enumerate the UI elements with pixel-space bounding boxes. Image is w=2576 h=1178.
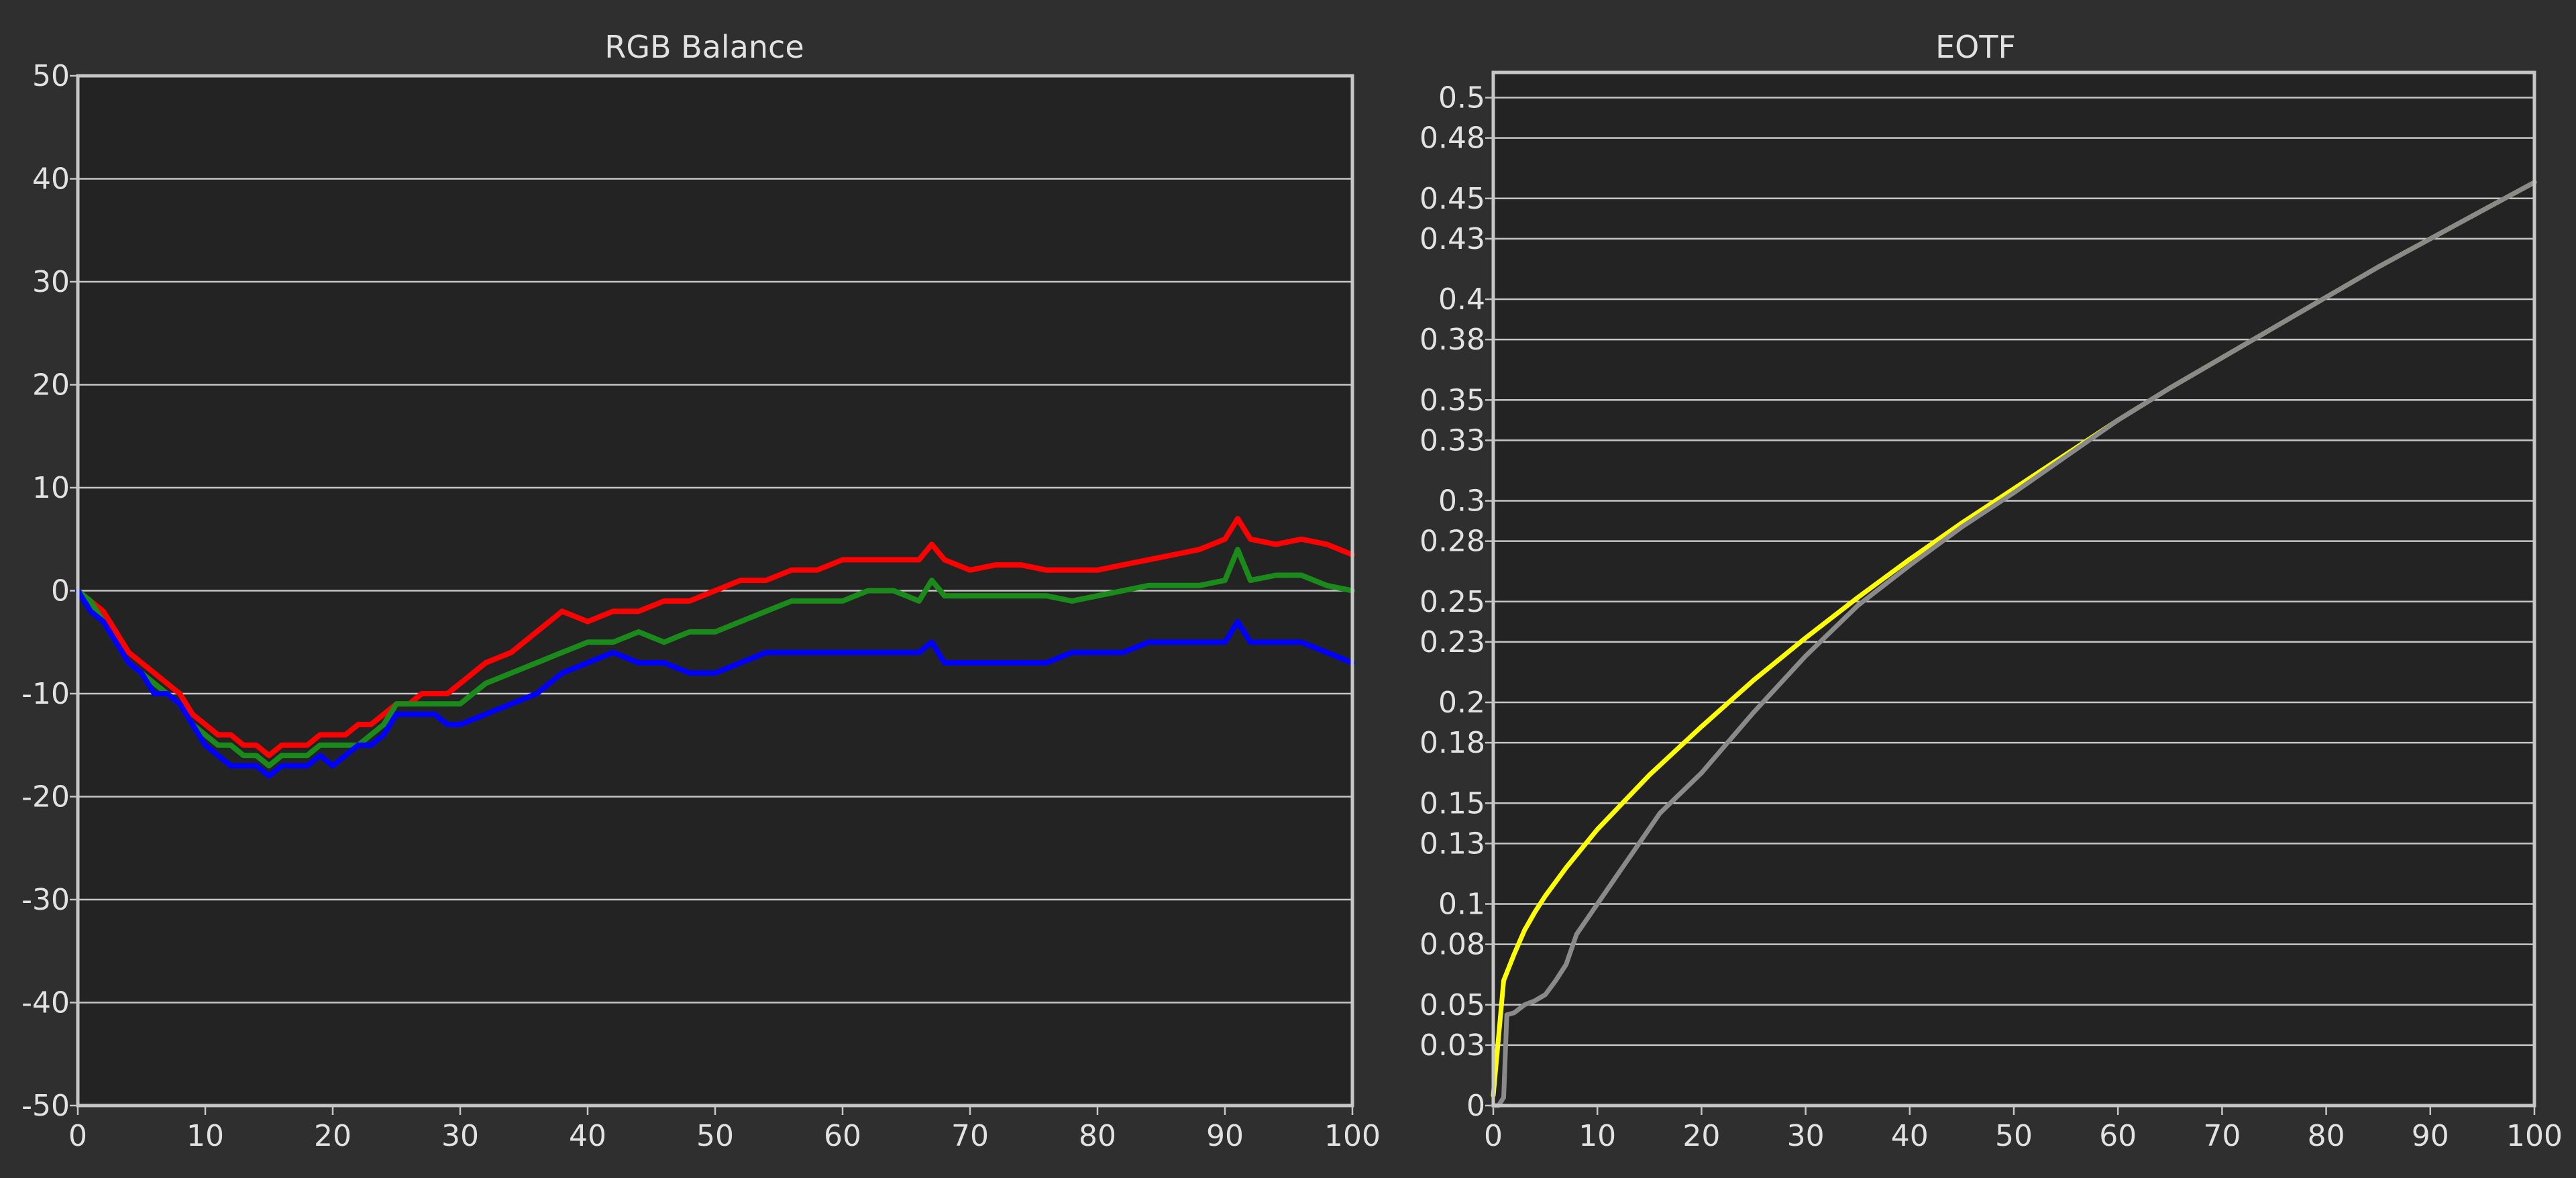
y-tick-label: 0.48 <box>1419 121 1485 156</box>
y-tick-label: 10 <box>32 471 70 505</box>
series-line-1 <box>1491 180 2537 1108</box>
y-tick-label: -50 <box>21 1089 70 1123</box>
x-tick-label: 10 <box>186 1119 224 1153</box>
x-tick-label: 40 <box>1891 1119 1929 1153</box>
x-tick-label: 100 <box>1324 1119 1381 1153</box>
y-tick-label: 0.05 <box>1419 988 1485 1022</box>
y-tick-label: 0.23 <box>1419 625 1485 659</box>
plot-frame <box>1491 70 2536 1108</box>
y-tick-label: 0.43 <box>1419 222 1485 256</box>
y-tick-label: 0.5 <box>1438 81 1485 115</box>
x-tick-label: 70 <box>951 1119 989 1153</box>
x-tick-label: 80 <box>1079 1119 1116 1153</box>
series-line-0 <box>75 516 1355 759</box>
eotf-chart: EOTF 0 0.03 0.05 0.08 0.1 0.13 0.15 0.18 0.2 0.23… <box>1419 29 2563 1153</box>
x-tick-label: 60 <box>2099 1119 2137 1153</box>
y-tick-label: 0.15 <box>1419 786 1485 820</box>
y-tick-label: 0.03 <box>1419 1028 1485 1063</box>
x-tick-label: 20 <box>314 1119 352 1153</box>
chart-title: EOTF <box>1935 29 2016 65</box>
x-tick-label: 20 <box>1682 1119 1720 1153</box>
y-tick-label: -20 <box>21 780 70 814</box>
x-tick-label: 0 <box>1484 1119 1503 1153</box>
y-tick-label: 0.28 <box>1419 525 1485 559</box>
y-tick-label: -30 <box>21 883 70 917</box>
x-tick-label: 60 <box>824 1119 861 1153</box>
y-tick-label: 40 <box>32 162 70 197</box>
y-tick-label: 0 <box>51 574 70 608</box>
plot-frame <box>76 74 1354 1108</box>
x-tick-label: 10 <box>1578 1119 1616 1153</box>
y-tick-label: 0.08 <box>1419 928 1485 962</box>
y-tick-label: 0.38 <box>1419 323 1485 357</box>
x-tick-label: 100 <box>2506 1119 2563 1153</box>
y-tick-label: -40 <box>21 986 70 1020</box>
y-tick-label: 0.18 <box>1419 726 1485 760</box>
y-tick-label: 0.35 <box>1419 383 1485 417</box>
series-line-1 <box>75 547 1355 769</box>
y-tick-label: 0.25 <box>1419 585 1485 619</box>
y-tick-label: 0.45 <box>1419 182 1485 216</box>
y-tick-label: 0.1 <box>1438 888 1485 922</box>
y-tick-label: 30 <box>32 265 70 299</box>
y-tick-label: 0.3 <box>1438 484 1485 519</box>
y-tick-label: 20 <box>32 368 70 403</box>
y-tick-label: 0 <box>1466 1089 1485 1123</box>
y-tick-label: 50 <box>32 59 70 93</box>
x-tick-label: 50 <box>696 1119 734 1153</box>
x-tick-label: 70 <box>2203 1119 2241 1153</box>
y-tick-label: 0.33 <box>1419 423 1485 458</box>
series-line-2 <box>75 588 1355 779</box>
x-tick-label: 90 <box>2412 1119 2449 1153</box>
x-tick-label: 0 <box>68 1119 87 1153</box>
y-tick-label: 0.13 <box>1419 826 1485 861</box>
y-tick-label: 0.4 <box>1438 282 1485 317</box>
x-tick-label: 50 <box>1995 1119 2033 1153</box>
x-tick-label: 40 <box>569 1119 606 1153</box>
x-tick-label: 30 <box>1787 1119 1825 1153</box>
x-tick-label: 90 <box>1206 1119 1244 1153</box>
chart-title: RGB Balance <box>604 29 804 65</box>
y-tick-label: 0.2 <box>1438 686 1485 720</box>
x-tick-label: 80 <box>2308 1119 2345 1153</box>
x-tick-label: 30 <box>441 1119 479 1153</box>
plot-area <box>1493 72 2534 1106</box>
y-tick-label: -10 <box>21 677 70 711</box>
